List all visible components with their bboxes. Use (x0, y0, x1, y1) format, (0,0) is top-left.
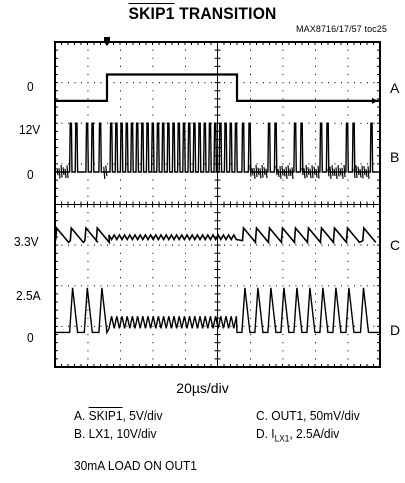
trigger-level-marker (372, 97, 378, 104)
label-b-zero: 0 (27, 167, 34, 182)
legend-d-suffix: , 2.5A/div (289, 426, 340, 441)
load-note: 30mA LOAD ON OUT1 (74, 458, 197, 473)
label-b-12v: 12V (19, 122, 41, 137)
channel-letter-b: B (390, 149, 400, 165)
trace-b-ringing (56, 164, 370, 180)
legend-b: B. LX1, 10V/div (74, 426, 157, 441)
trigger-marker (104, 37, 110, 46)
legend-d-sub: LX1 (274, 433, 290, 444)
channel-letter-d: D (390, 322, 401, 338)
legend-d: D. ILX1, 2.5A/div (256, 426, 339, 444)
trace-a-skip1 (55, 73, 380, 103)
trace-b-lx1 (55, 122, 380, 173)
label-c-3v3: 3.3V (14, 234, 39, 249)
title-suffix: TRANSITION (174, 4, 277, 23)
legend-d-prefix: D. I (256, 426, 275, 441)
trace-c-out1 (54, 225, 377, 245)
edge-ticks (54, 41, 381, 368)
legend-a-overlined: SKIP1 (88, 408, 123, 423)
legend-a-suffix: , 5V/div (122, 408, 163, 423)
label-d-zero: 0 (27, 330, 34, 345)
chart-title: SKIP1 TRANSITION (16, 4, 389, 24)
label-d-2-5a: 2.5A (16, 288, 41, 303)
title-overlined: SKIP1 (128, 4, 175, 23)
label-a-zero: 0 (27, 79, 34, 94)
channel-letter-a: A (390, 80, 400, 96)
channel-letter-c: C (390, 237, 401, 253)
legend-a: A. SKIP1, 5V/div (74, 408, 162, 423)
legend-a-prefix: A. (74, 408, 89, 423)
figure-id: MAX8716/17/57 toc25 (296, 24, 387, 34)
legend-c: C. OUT1, 50mV/div (256, 408, 360, 423)
trace-d-ilx1 (55, 287, 380, 335)
time-div-label: 20µs/div (176, 380, 229, 396)
